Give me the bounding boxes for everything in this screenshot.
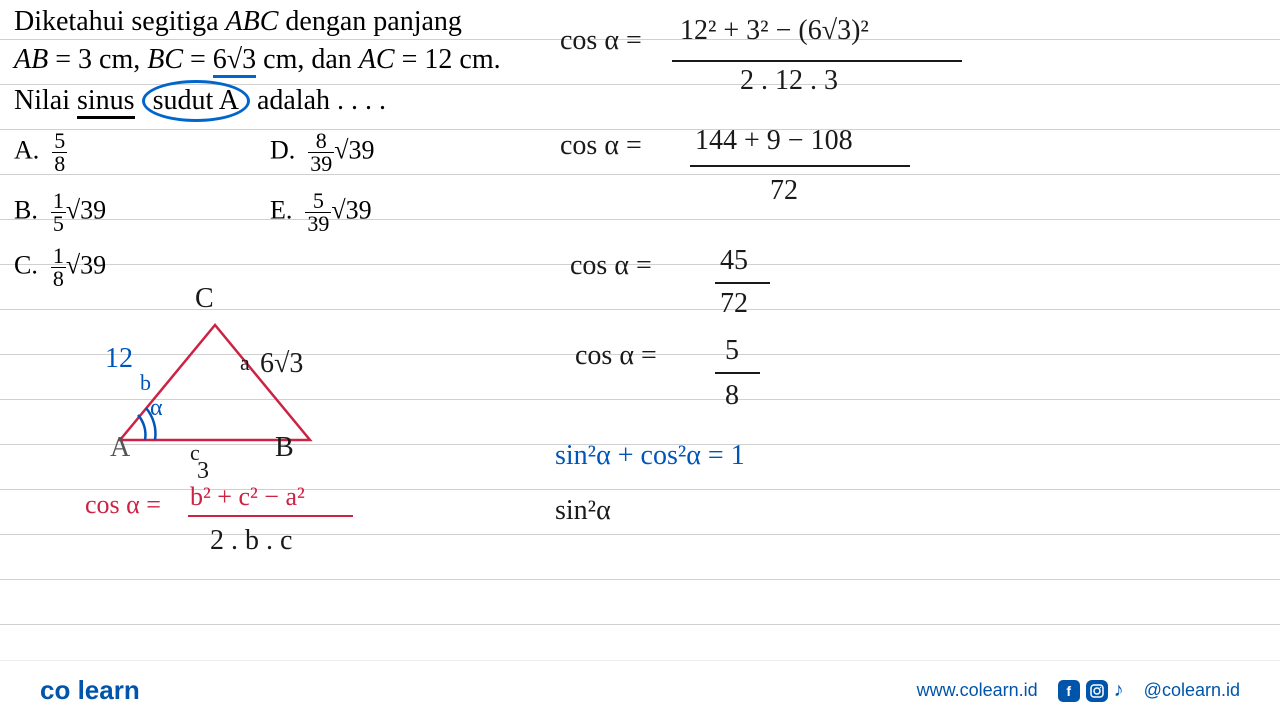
formula-cos-num: b² + c² − a² — [190, 482, 305, 512]
triangle-diagram — [100, 310, 330, 470]
work-l4-line — [715, 372, 760, 374]
work-l4-den: 8 — [725, 380, 739, 412]
question-line1: Diketahui segitiga ABC dengan panjang — [14, 6, 514, 38]
option-e: E. 539√39 — [270, 190, 372, 235]
option-b: B. 15√39 — [14, 190, 106, 235]
work-l4-lhs: cos α = — [575, 340, 657, 372]
work-l1-lhs: cos α = — [560, 25, 642, 57]
formula-fraction-line — [188, 515, 353, 517]
work-l4-num: 5 — [725, 335, 739, 367]
work-l2-line — [690, 165, 910, 167]
work-l1-den: 2 . 12 . 3 — [740, 65, 838, 97]
formula-cos-den: 2 . b . c — [210, 525, 292, 557]
social-icons: f ♪ — [1058, 679, 1124, 702]
work-l3-line — [715, 282, 770, 284]
formula-cos-lhs: cos α = — [85, 490, 161, 520]
option-d: D. 839√39 — [270, 130, 375, 175]
triangle-alpha: α — [150, 395, 163, 422]
triangle-side-a-lab: a — [240, 350, 250, 376]
triangle-label-a: A — [110, 432, 130, 464]
footer: co learn www.colearn.id f ♪ @colearn.id — [0, 660, 1280, 720]
work-l2-num: 144 + 9 − 108 — [695, 125, 853, 157]
logo: co learn — [40, 675, 140, 706]
triangle-side-b-lab: b — [140, 370, 151, 396]
work-l3-lhs: cos α = — [570, 250, 652, 282]
triangle-side-c-val: 3 — [197, 458, 209, 485]
tiktok-icon[interactable]: ♪ — [1114, 679, 1124, 702]
work-l1-line — [672, 60, 962, 62]
work-l3-num: 45 — [720, 245, 748, 277]
facebook-icon[interactable]: f — [1058, 680, 1080, 702]
question-line3: Nilai sinus sudut A adalah . . . . — [14, 80, 386, 122]
work-l5: sin²α + cos²α = 1 — [555, 440, 745, 472]
triangle-label-c: C — [195, 283, 214, 315]
footer-url[interactable]: www.colearn.id — [917, 680, 1038, 701]
option-a: A. 58 — [14, 130, 67, 175]
circled-sudut-a: sudut A — [142, 80, 250, 122]
work-l3-den: 72 — [720, 288, 748, 320]
instagram-icon[interactable] — [1086, 680, 1108, 702]
triangle-side-b-val: 12 — [105, 343, 133, 375]
triangle-label-b: B — [275, 432, 294, 464]
option-c: C. 18√39 — [14, 245, 106, 290]
work-l1-num: 12² + 3² − (6√3)² — [680, 15, 869, 47]
work-l2-lhs: cos α = — [560, 130, 642, 162]
footer-handle[interactable]: @colearn.id — [1144, 680, 1240, 701]
work-l6: sin²α — [555, 495, 611, 527]
work-l2-den: 72 — [770, 175, 798, 207]
question-line2: AB = 3 cm, BC = 6√3 cm, dan AC = 12 cm. — [14, 44, 501, 76]
triangle-side-a-val: 6√3 — [260, 348, 303, 380]
